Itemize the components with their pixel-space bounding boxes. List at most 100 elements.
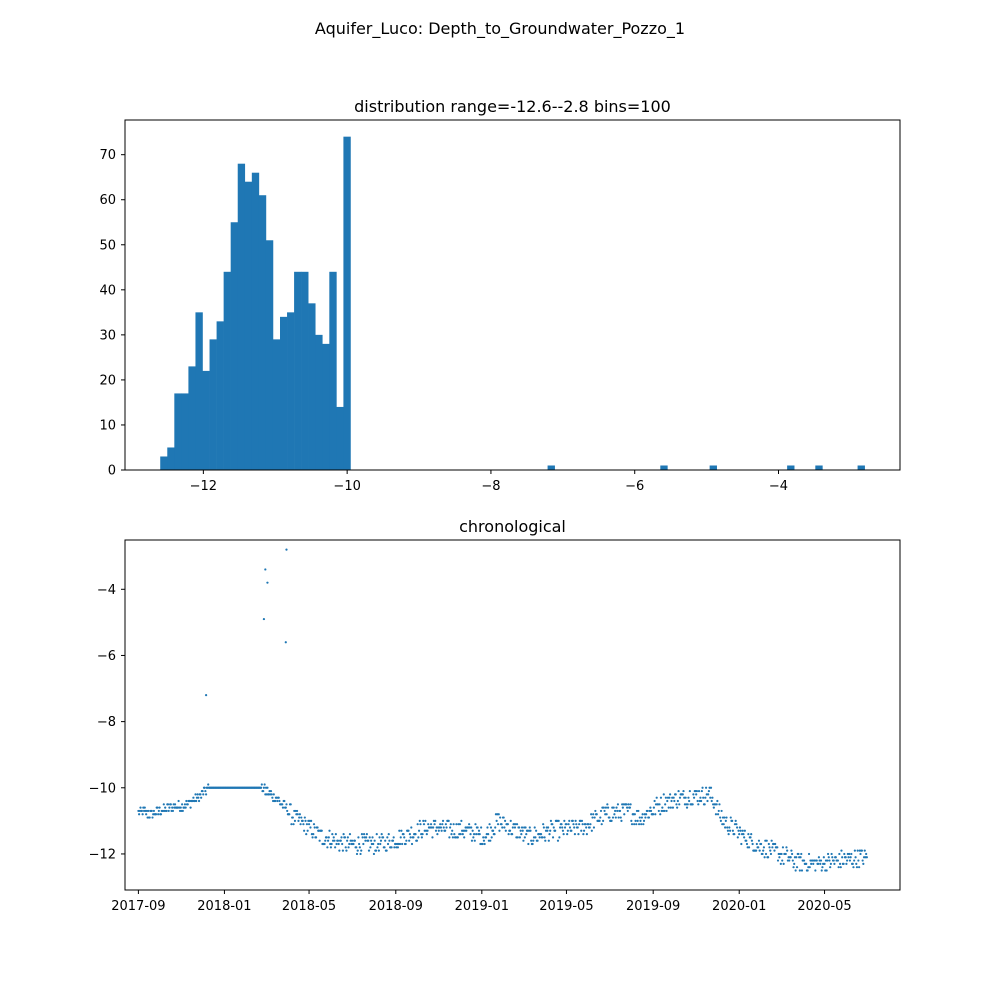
timeseries-point <box>604 806 608 809</box>
timeseries-point <box>171 806 174 809</box>
timeseries-point <box>424 819 427 822</box>
timeseries-point <box>846 859 849 862</box>
histogram-x-tick-label: −12 <box>190 479 217 494</box>
timeseries-point <box>566 832 569 836</box>
timeseries-point <box>202 793 205 796</box>
timeseries-point <box>676 799 679 803</box>
timeseries-point <box>159 813 163 816</box>
timeseries-point <box>735 823 738 826</box>
timeseries-point <box>260 783 263 786</box>
timeseries-point <box>381 836 385 839</box>
timeseries-point <box>578 823 581 826</box>
timeseries-point <box>535 829 538 832</box>
timeseries-point <box>654 813 657 816</box>
timeseries-point <box>844 856 847 859</box>
timeseries-point <box>414 832 417 836</box>
timeseries-point <box>342 832 345 836</box>
timeseries-point <box>633 823 636 826</box>
histogram-bar <box>237 163 246 470</box>
timeseries-point <box>736 826 739 829</box>
timeseries-point <box>678 803 681 806</box>
timeseries-point <box>195 799 198 803</box>
timeseries-point <box>403 836 406 839</box>
timeseries-point <box>600 823 603 826</box>
timeseries-point <box>849 856 852 859</box>
timeseries-point <box>437 829 440 832</box>
timeseries-point <box>390 846 393 849</box>
timeseries-point <box>447 819 450 822</box>
timeseries-point <box>712 806 715 809</box>
timeseries-point <box>376 846 379 849</box>
timeseries-point <box>507 832 510 836</box>
timeseries-point <box>829 862 832 865</box>
timeseries-point <box>598 819 601 822</box>
timeseries-point <box>364 839 367 842</box>
timeseries-point <box>522 839 525 842</box>
timeseries-point <box>551 836 555 839</box>
timeseries-point <box>501 826 504 829</box>
timeseries-point <box>707 793 710 796</box>
timeseries-point <box>400 829 403 832</box>
timeseries-point <box>347 846 350 849</box>
timeseries-point <box>192 796 195 799</box>
timeseries-point <box>305 823 309 826</box>
timeseries-point <box>776 846 779 849</box>
timeseries-point <box>862 862 865 865</box>
timeseries-point <box>156 806 159 809</box>
timeseries-point <box>312 832 315 836</box>
timeseries-point <box>405 839 408 842</box>
timeseries-point <box>518 826 521 829</box>
timeseries-point <box>731 829 734 832</box>
timeseries-point <box>782 862 785 865</box>
timeseries-point <box>751 842 754 846</box>
timeseries-point <box>544 839 547 842</box>
timeseries-point <box>538 836 541 839</box>
timeseries-point <box>365 832 368 836</box>
timeseries-point <box>481 842 484 846</box>
timeseries-point <box>531 842 534 846</box>
timeseries-point <box>336 839 340 842</box>
timeseries-point <box>478 832 481 836</box>
timeseries-point <box>283 799 286 803</box>
histogram-bar <box>815 465 823 470</box>
timeseries-point <box>543 836 546 839</box>
timeseries-point <box>474 823 477 826</box>
timeseries-point <box>549 829 552 832</box>
timeseries-outlier-point <box>262 617 266 621</box>
timeseries-point <box>281 803 284 806</box>
timeseries-point <box>498 829 501 832</box>
timeseries-point <box>412 836 415 839</box>
timeseries-point <box>199 793 202 796</box>
histogram-bar <box>709 465 717 470</box>
timeseries-point <box>154 813 158 816</box>
histogram-y-tick-label: 20 <box>99 373 116 388</box>
timeseries-point <box>523 836 526 839</box>
timeseries-point <box>647 816 651 819</box>
timeseries-point <box>817 856 821 859</box>
timeseries-point <box>303 829 306 832</box>
timeseries-point <box>549 819 553 822</box>
histogram-title: distribution range=-12.6--2.8 bins=100 <box>354 97 671 116</box>
timeseries-point <box>717 809 720 813</box>
timeseries-point <box>731 819 734 822</box>
timeseries-point <box>374 849 378 852</box>
timeseries-point <box>724 826 727 829</box>
timeseries-point <box>528 826 531 829</box>
timeseries-point <box>819 862 822 865</box>
timeseries-point <box>688 789 691 793</box>
timeseries-point <box>145 813 148 816</box>
timeseries-point <box>853 859 856 862</box>
timeseries-point <box>776 859 780 862</box>
timeseries-point <box>157 813 160 816</box>
timeseries-point <box>181 809 184 813</box>
timeseries-point <box>309 826 312 829</box>
timeseries-point <box>520 826 524 829</box>
timeseries-point <box>855 866 859 869</box>
timeseries-point <box>865 852 868 856</box>
timeseries-outlier-point <box>204 694 208 697</box>
timeseries-point <box>666 799 669 803</box>
timeseries-point <box>183 803 187 806</box>
timeseries-point <box>840 849 843 852</box>
timeseries-point <box>633 813 636 816</box>
histogram-x-tick-label: −8 <box>481 479 500 494</box>
